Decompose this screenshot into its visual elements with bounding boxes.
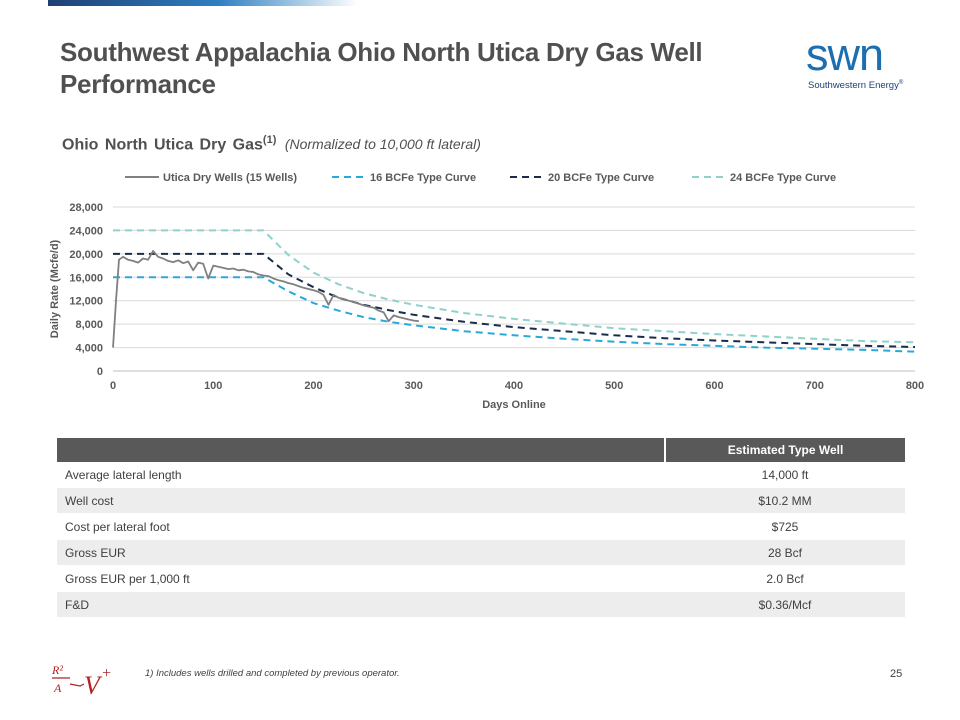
series-line-0 — [112, 250, 419, 348]
y-tick-label: 24,000 — [69, 225, 103, 237]
y-tick-label: 28,000 — [69, 202, 103, 214]
rav-logo-plus: + — [102, 665, 111, 682]
row-label: Cost per lateral foot — [57, 513, 665, 540]
y-axis-label: Daily Rate (Mcfe/d) — [49, 239, 61, 338]
table-header-blank — [57, 438, 666, 462]
legend-entry: Utica Dry Wells (15 Wells) — [163, 172, 297, 184]
logo-wordmark: swn — [806, 29, 884, 80]
x-tick-label: 400 — [505, 380, 523, 392]
table-row: Gross EUR 28 Bcf — [57, 539, 905, 566]
row-label: F&D — [57, 591, 665, 618]
rav-logo-r: R² — [51, 663, 63, 677]
chart-subtitle: Ohio North Utica Dry Gas(1) (Normalized … — [62, 134, 481, 154]
row-value: $725 — [665, 513, 905, 540]
table-row: Gross EUR per 1,000 ft 2.0 Bcf — [57, 565, 905, 592]
row-value: 28 Bcf — [665, 539, 905, 566]
x-tick-label: 700 — [806, 380, 824, 392]
series-line-1 — [113, 276, 916, 353]
footnote: 1) Includes wells drilled and completed … — [145, 668, 400, 679]
x-tick-label: 0 — [110, 380, 116, 392]
legend-entry: 20 BCFe Type Curve — [548, 172, 654, 184]
rav-logo-arrow — [69, 683, 85, 687]
logo-subtitle: Southwestern Energy® — [808, 80, 903, 91]
logo-company: Southwestern Energy — [808, 80, 899, 91]
legend-entry: 24 BCFe Type Curve — [730, 172, 836, 184]
subtitle-footnote-ref: (1) — [262, 134, 277, 146]
x-tick-label: 300 — [405, 380, 423, 392]
rav-logo-v: V — [84, 671, 103, 700]
table-row: Well cost $10.2 MM — [57, 487, 905, 514]
x-tick-label: 500 — [605, 380, 623, 392]
y-tick-label: 8,000 — [75, 319, 103, 331]
y-tick-label: 16,000 — [69, 272, 103, 284]
well-performance-chart: 0 4,000 8,000 12,000 16,000 20,000 24,000 28,00… — [49, 172, 924, 411]
page-title: Southwest Appalachia Ohio North Utica Dr… — [60, 37, 703, 99]
row-label: Gross EUR per 1,000 ft — [57, 565, 665, 592]
top-accent-bar — [48, 0, 358, 6]
y-tick-label: 0 — [97, 366, 103, 378]
legend-entry: 16 BCFe Type Curve — [370, 172, 476, 184]
subtitle-note: (Normalized to 10,000 ft lateral) — [284, 136, 481, 153]
series-line-2 — [113, 252, 916, 348]
row-value: $10.2 MM — [665, 487, 905, 514]
type-well-table: Estimated Type Well Average lateral leng… — [57, 438, 905, 618]
x-tick-label: 100 — [204, 380, 222, 392]
table-row: F&D $0.36/Mcf — [57, 591, 905, 618]
row-label: Well cost — [57, 487, 665, 514]
row-value: $0.36/Mcf — [665, 591, 905, 618]
x-axis-label: Days Online — [482, 399, 546, 411]
table-row: Cost per lateral foot $725 — [57, 513, 905, 540]
y-tick-label: 12,000 — [69, 296, 103, 308]
x-tick-label: 800 — [906, 380, 924, 392]
table-row: Average lateral length 14,000 ft — [57, 462, 905, 488]
row-value: 14,000 ft — [665, 462, 905, 488]
x-tick-label: 600 — [705, 380, 723, 392]
table-header-row: Estimated Type Well — [57, 438, 905, 462]
x-tick-label: 200 — [304, 380, 322, 392]
table-header-estimated: Estimated Type Well — [665, 438, 905, 462]
swn-logo: swn Southwestern Energy® — [806, 30, 916, 94]
rav-logo-a: A — [53, 681, 62, 695]
page-number: 25 — [890, 668, 903, 680]
series-line-3 — [113, 229, 916, 344]
rav-logo: R² A V + — [51, 663, 111, 700]
logo-registered: ® — [898, 80, 904, 86]
row-label: Average lateral length — [57, 462, 665, 488]
subtitle-main: Ohio North Utica Dry Gas — [62, 136, 263, 154]
y-tick-label: 20,000 — [69, 249, 103, 261]
row-label: Gross EUR — [57, 539, 665, 566]
y-tick-label: 4,000 — [75, 343, 103, 355]
row-value: 2.0 Bcf — [665, 565, 905, 592]
